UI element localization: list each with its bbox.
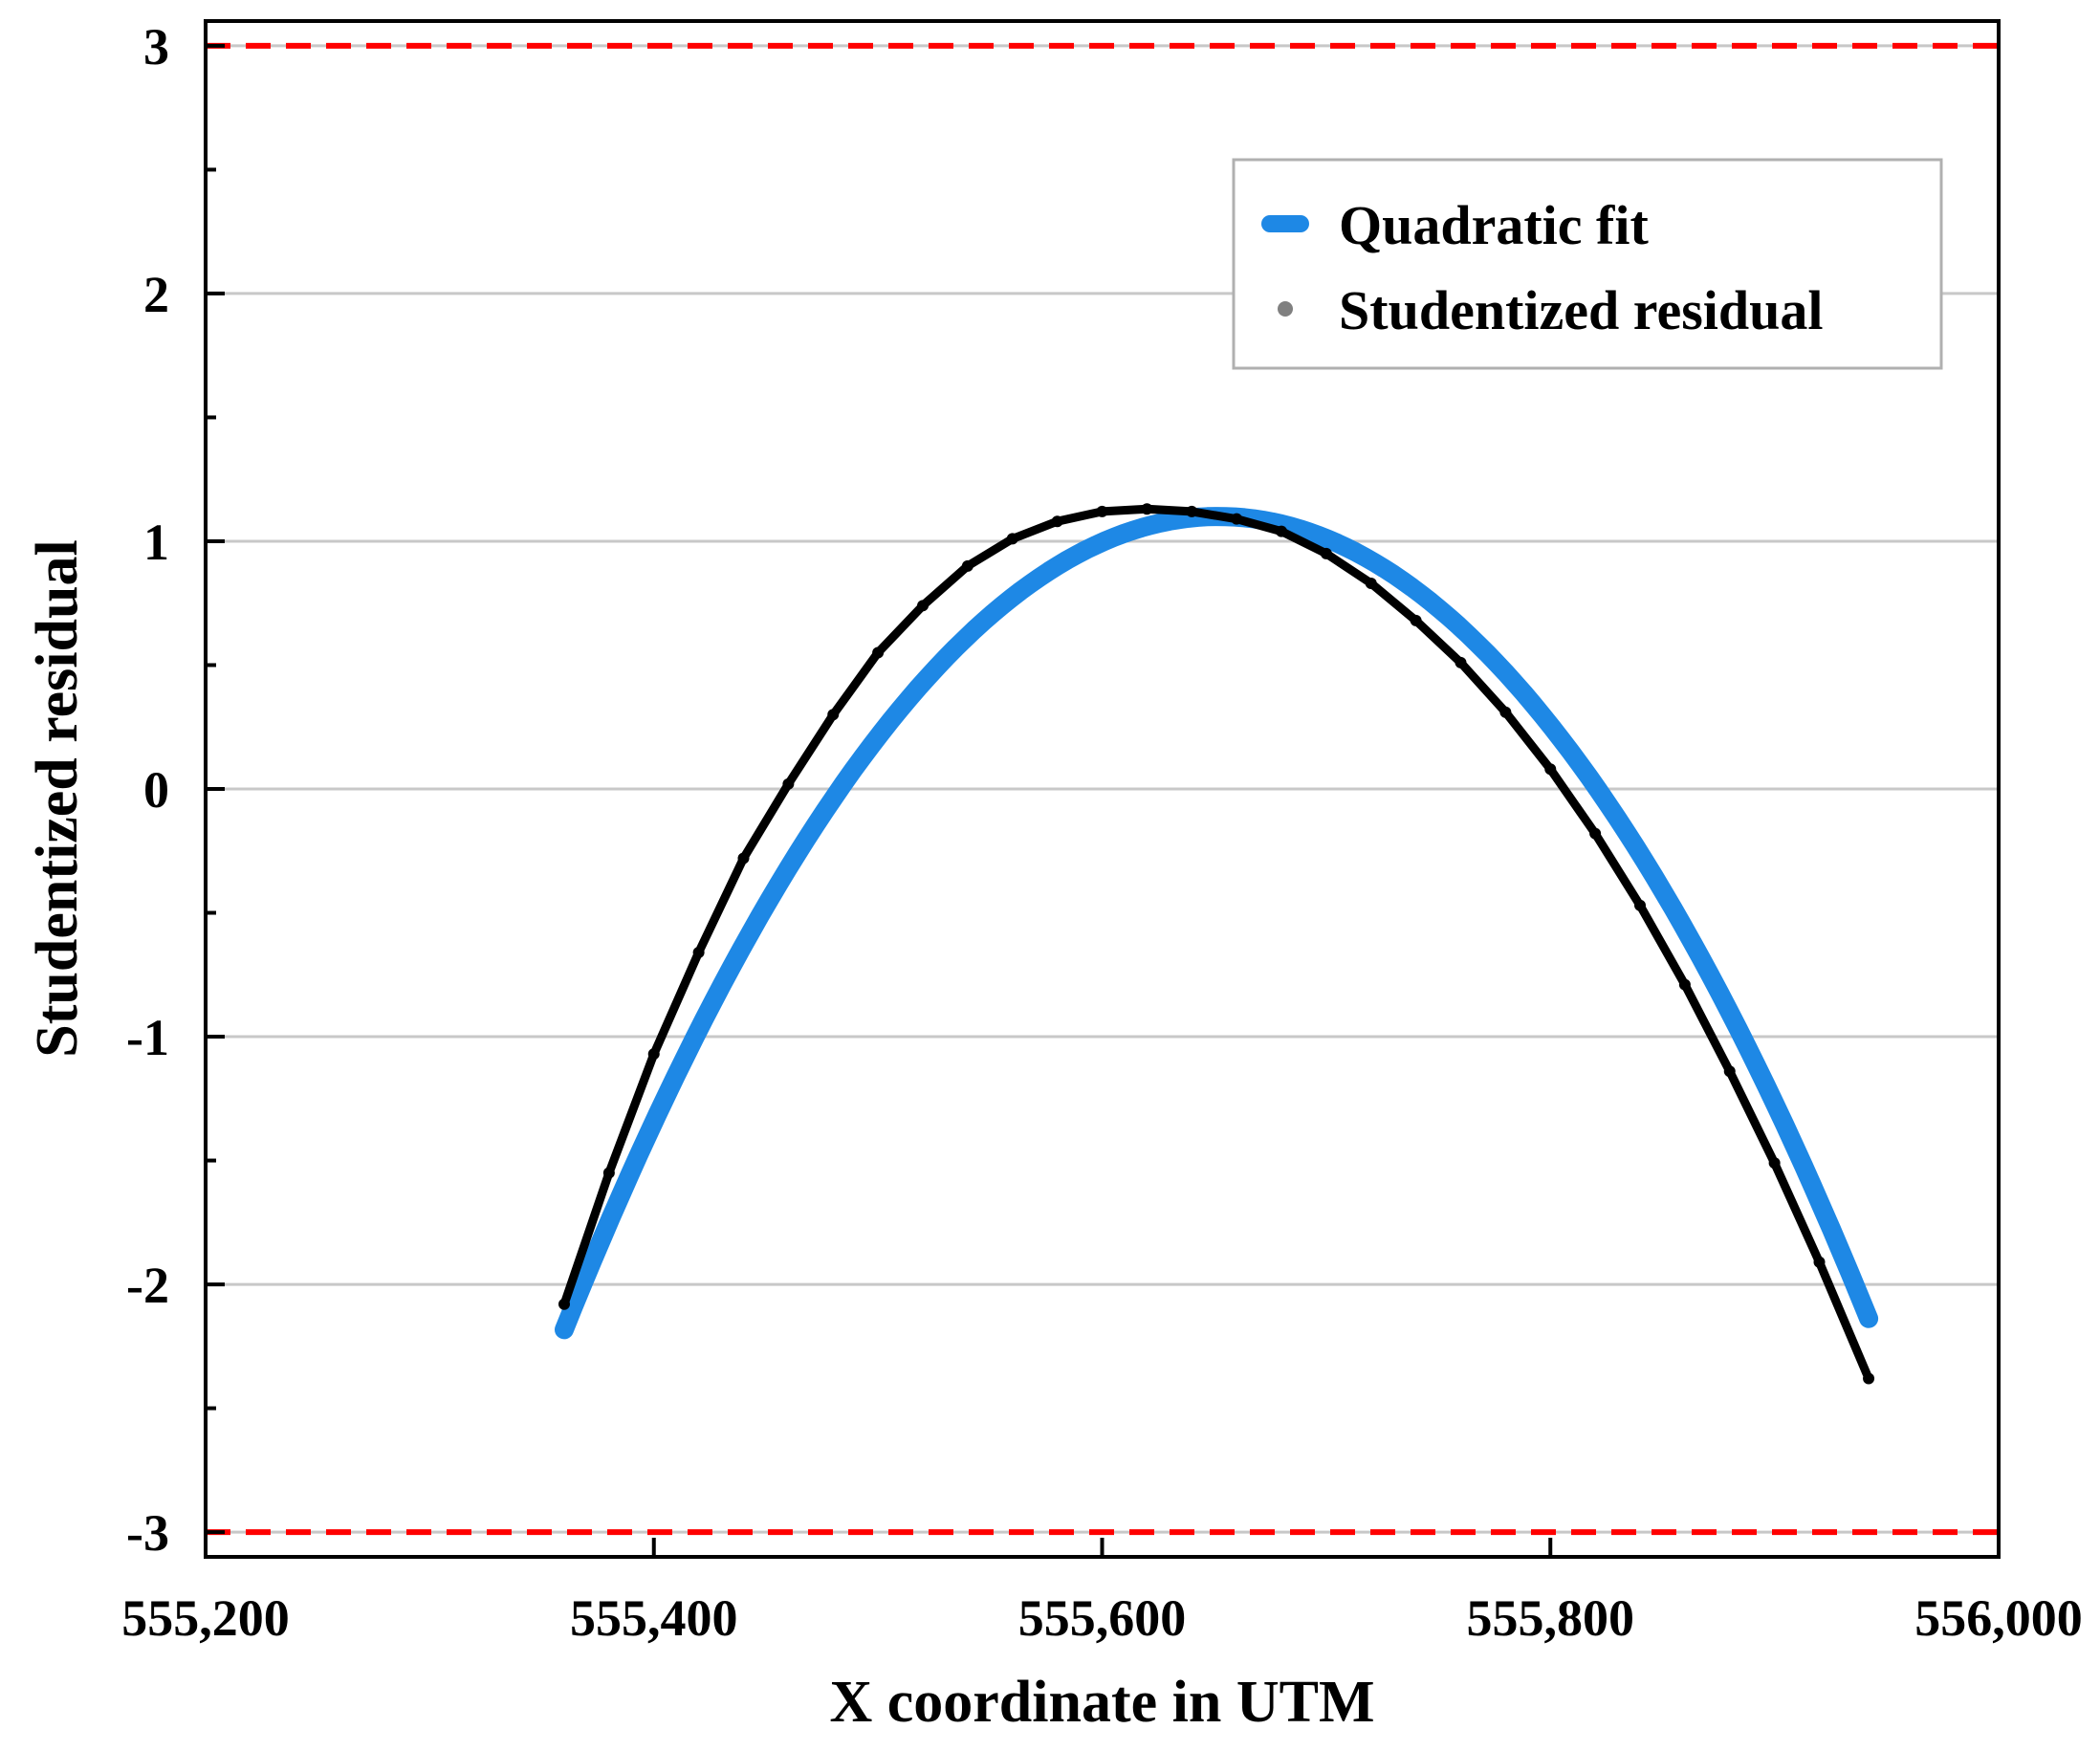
studentized-residual-point bbox=[1320, 547, 1332, 559]
legend-box bbox=[1232, 158, 1943, 370]
studentized-residual-point bbox=[961, 559, 973, 572]
studentized-residual-point bbox=[1096, 505, 1108, 517]
y-tick-label: -3 bbox=[126, 1504, 169, 1562]
x-tick-label: 555,600 bbox=[1018, 1589, 1187, 1647]
studentized-residual-point bbox=[1276, 525, 1287, 537]
series-layer bbox=[555, 503, 1879, 1385]
y-tick-label: 2 bbox=[143, 266, 169, 323]
y-tick-label: 0 bbox=[143, 761, 169, 819]
y-tick-label: -1 bbox=[126, 1009, 169, 1066]
y-tick-label: -2 bbox=[126, 1257, 169, 1314]
studentized-residual-point bbox=[692, 946, 705, 958]
x-tick-label: 555,200 bbox=[121, 1589, 290, 1647]
legend-quadratic-fit-label: Quadratic fit bbox=[1339, 194, 1649, 256]
legend-studentized-residual-swatch bbox=[1278, 301, 1293, 317]
studentized-residual-trace bbox=[559, 504, 1873, 1383]
studentized-residual-point bbox=[1589, 827, 1602, 840]
studentized-residual-point bbox=[602, 1167, 615, 1179]
studentized-residual-point bbox=[1455, 656, 1467, 668]
studentized-residual-point bbox=[917, 600, 929, 612]
studentized-residual-point bbox=[1410, 614, 1422, 626]
studentized-residual-point bbox=[1678, 978, 1691, 991]
studentized-residual-point bbox=[872, 646, 885, 659]
x-tick-label: 556,000 bbox=[1914, 1589, 2083, 1647]
studentized-residual-point bbox=[647, 1048, 660, 1061]
studentized-residual-point bbox=[1863, 1372, 1875, 1385]
studentized-residual-point bbox=[1499, 706, 1512, 718]
x-tick-label: 555,400 bbox=[570, 1589, 738, 1647]
studentized-residual-point bbox=[1231, 513, 1243, 525]
y-tick-label: 1 bbox=[143, 514, 169, 571]
x-axis-label: X coordinate in UTM bbox=[829, 1670, 1374, 1735]
studentized-residual-point bbox=[1813, 1256, 1826, 1268]
studentized-residual-point bbox=[782, 777, 795, 790]
studentized-residual-point bbox=[1186, 505, 1198, 517]
studentized-residual-point bbox=[1768, 1157, 1781, 1170]
studentized-residual-point bbox=[1006, 533, 1018, 545]
y-tick-label: 3 bbox=[143, 18, 169, 76]
studentized-residual-point bbox=[737, 852, 750, 865]
legend: Quadratic fit Studentized residual bbox=[1232, 158, 1943, 370]
studentized-residual-point bbox=[1141, 503, 1153, 515]
studentized-residual-point bbox=[1365, 578, 1377, 590]
y-axis-label: Studentized residual bbox=[25, 539, 90, 1057]
studentized-residual-point bbox=[1634, 899, 1646, 911]
studentized-residual-point bbox=[1051, 515, 1063, 528]
reference-lines bbox=[206, 42, 1999, 1536]
axis-ticks: 3 2 1 0 -1 -2 -3 555,200 555,400 555,600 555,800 55… bbox=[121, 18, 2083, 1647]
studentized-residual-point bbox=[1544, 763, 1557, 776]
studentized-residual-point bbox=[827, 709, 840, 721]
x-tick-label: 555,800 bbox=[1467, 1589, 1635, 1647]
legend-studentized-residual-label: Studentized residual bbox=[1339, 279, 1824, 341]
studentized-residual-point bbox=[1723, 1065, 1736, 1078]
studentized-residual-point bbox=[558, 1298, 570, 1310]
